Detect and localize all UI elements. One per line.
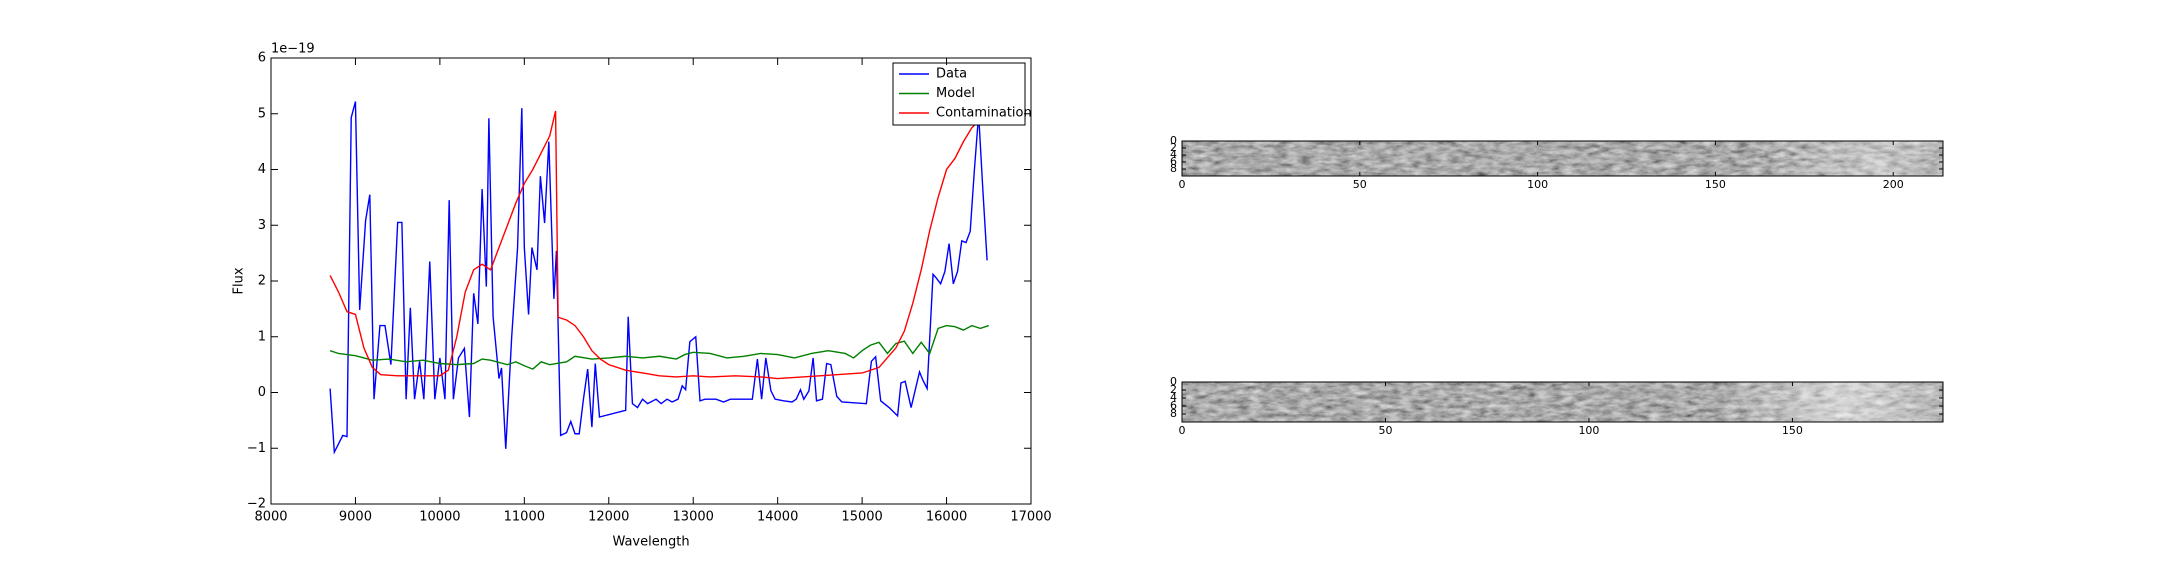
y-tick-label: 1	[258, 329, 266, 344]
y-tick-label: 6	[258, 51, 266, 66]
legend-label: Model	[936, 86, 975, 101]
x-tick-label: 100	[1527, 178, 1548, 191]
x-tick-label: 12000	[588, 510, 629, 525]
x-tick-label: 50	[1353, 178, 1367, 191]
plot-area	[271, 58, 1031, 504]
x-tick-label: 0	[1179, 178, 1186, 191]
y-tick-label: 6	[1170, 155, 1177, 168]
y-tick-label: 0	[1170, 134, 1177, 147]
x-tick-label: 11000	[504, 510, 545, 525]
y-axis-label: Flux	[232, 267, 247, 294]
y-tick-label: 0	[1170, 375, 1177, 388]
x-tick-label: 8000	[254, 510, 287, 525]
x-tick-label: 13000	[673, 510, 714, 525]
legend-label: Data	[936, 67, 967, 82]
x-tick-label: 15000	[841, 510, 882, 525]
series-line	[329, 324, 989, 370]
x-tick-label: 10000	[419, 510, 460, 525]
y-tick-label: 4	[1170, 391, 1177, 404]
axes-frame	[1181, 381, 1944, 423]
y-tick-label: −2	[247, 497, 266, 512]
y-tick-label: 4	[258, 162, 266, 177]
x-tick-label: 150	[1705, 178, 1726, 191]
x-tick-label: 100	[1578, 424, 1599, 437]
axes-frame	[1181, 140, 1944, 177]
y-tick-label: 0	[258, 385, 266, 400]
y-tick-label: 4	[1170, 148, 1177, 161]
x-tick-label: 9000	[339, 510, 372, 525]
y-tick-label: 8	[1170, 162, 1177, 175]
y-tick-label: 3	[258, 218, 266, 233]
y-tick-label: 2	[1170, 141, 1177, 154]
x-tick-label: 17000	[1010, 510, 1051, 525]
x-axis-label: Wavelength	[612, 535, 689, 550]
x-tick-label: 0	[1179, 424, 1186, 437]
image-glow	[1182, 382, 1943, 422]
y-tick-label: 2	[1170, 383, 1177, 396]
y-offset-label: 1e−19	[271, 42, 315, 57]
x-tick-label: 200	[1883, 178, 1904, 191]
image-glow	[1182, 141, 1943, 176]
y-tick-label: 6	[1170, 399, 1177, 412]
y-tick-label: 2	[258, 274, 266, 289]
x-tick-label: 150	[1782, 424, 1803, 437]
x-tick-label: 50	[1378, 424, 1392, 437]
series-line	[329, 110, 981, 380]
series-line	[329, 101, 988, 455]
y-tick-label: 8	[1170, 407, 1177, 420]
x-tick-label: 14000	[757, 510, 798, 525]
x-tick-label: 16000	[926, 510, 967, 525]
legend-label: Contamination	[936, 106, 1032, 121]
y-tick-label: 5	[258, 106, 266, 121]
y-tick-label: −1	[247, 441, 266, 456]
